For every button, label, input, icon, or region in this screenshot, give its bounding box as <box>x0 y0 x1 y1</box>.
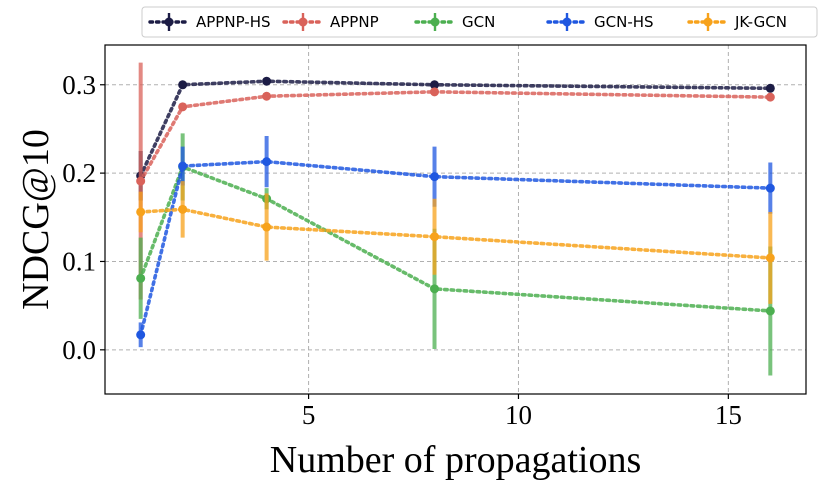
y-tick-label: 0.1 <box>62 246 96 276</box>
appnp-hs-point <box>262 76 272 86</box>
y-tick-label: 0.3 <box>62 70 96 100</box>
series-gcn <box>136 133 775 376</box>
y-tick-label: 0.0 <box>62 335 96 365</box>
series-gcn-hs <box>136 136 775 348</box>
series-appnp <box>136 62 775 300</box>
appnp-point <box>136 176 146 186</box>
legend-marker <box>703 17 713 27</box>
legend-item-appnp-hs: APPNP-HS <box>148 13 271 31</box>
legend-marker <box>562 17 572 27</box>
y-tick-label: 0.2 <box>62 158 96 188</box>
gcn-hs-point <box>765 183 775 193</box>
legend-marker <box>298 17 308 27</box>
series-jk-gcn <box>136 181 775 304</box>
gcn-point <box>765 306 775 316</box>
axis-ticks: 5 10 15 0.0 0.1 0.2 0.3 <box>62 70 742 430</box>
series <box>136 62 775 376</box>
gcn-hs-point <box>262 157 272 167</box>
legend-item-jk-gcn: JK-GCN <box>687 13 787 31</box>
appnp-hs-point <box>178 80 188 90</box>
x-tick-label: 15 <box>715 400 742 430</box>
appnp-point <box>430 87 440 97</box>
jk-gcn-point <box>178 204 188 214</box>
plot-frame <box>104 44 807 395</box>
y-axis-label: NDCG@10 <box>15 129 57 310</box>
appnp-hs-point <box>765 83 775 93</box>
appnp-hs-point <box>430 80 440 90</box>
legend-label: GCN-HS <box>594 13 654 31</box>
appnp-line <box>138 90 773 183</box>
legend-label: GCN <box>462 13 495 31</box>
legend-frame <box>141 6 818 38</box>
jk-gcn-point <box>765 253 775 263</box>
legend-item-gcn-hs: GCN-HS <box>546 13 654 31</box>
gcn-hs-point <box>430 172 440 182</box>
x-tick-label: 5 <box>302 400 316 430</box>
legend-marker <box>164 17 174 27</box>
legend-item-appnp: APPNP <box>282 13 379 31</box>
legend-marker <box>430 17 440 27</box>
jk-gcn-line <box>138 207 773 260</box>
x-tick-label: 10 <box>505 400 532 430</box>
appnp-point <box>262 91 272 101</box>
appnp-point <box>765 92 775 102</box>
legend-label: JK-GCN <box>734 13 787 31</box>
gcn-point <box>136 273 146 283</box>
legend: APPNP-HS APPNP GCN GCN-HS JK-GCN <box>141 6 818 38</box>
jk-gcn-point <box>430 232 440 242</box>
gcn-hs-point <box>178 161 188 171</box>
legend-item-gcn: GCN <box>414 13 495 31</box>
appnp-point <box>178 102 188 112</box>
x-axis-label: Number of propagations <box>270 439 641 481</box>
jk-gcn-point <box>262 222 272 232</box>
legend-label: APPNP-HS <box>196 13 271 31</box>
gcn-point <box>430 284 440 294</box>
jk-gcn-point <box>136 207 146 217</box>
gcn-hs-line <box>138 159 773 337</box>
gcn-hs-point <box>136 330 146 340</box>
legend-label: APPNP <box>330 13 379 31</box>
